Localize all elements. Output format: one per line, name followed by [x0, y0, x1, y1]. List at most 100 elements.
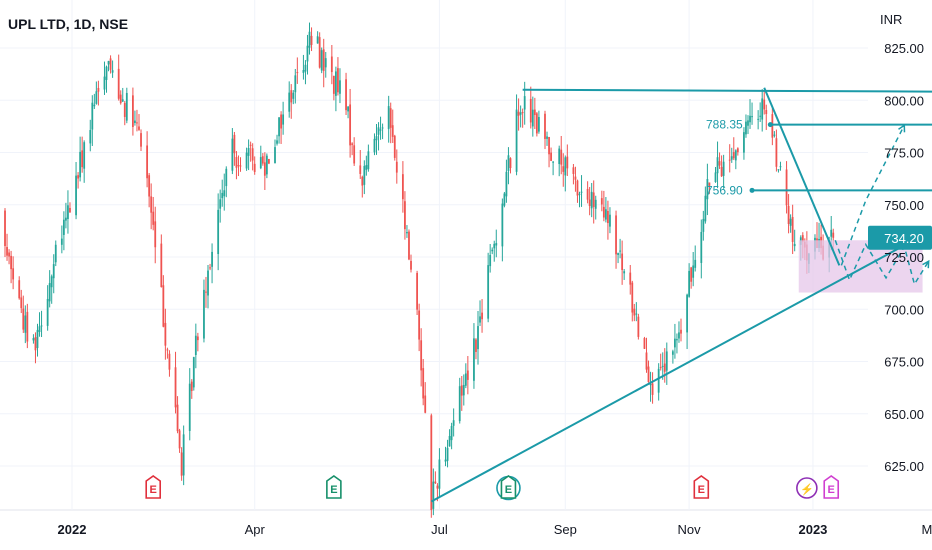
candle-body: [296, 72, 299, 74]
candle-body: [462, 384, 465, 396]
candle-body: [401, 174, 404, 200]
candle-body: [363, 165, 366, 185]
candle-body: [507, 155, 510, 171]
candle-body: [832, 232, 835, 238]
candle-body: [702, 218, 705, 232]
candle-body: [651, 383, 654, 395]
candle-body: [732, 152, 735, 159]
candle-body: [192, 357, 195, 388]
candle-body: [268, 158, 270, 164]
candle-body: [196, 336, 199, 341]
y-tick-label: 750.00: [884, 198, 924, 213]
candle-body: [546, 136, 548, 139]
candle-body: [730, 156, 733, 160]
candle-body: [345, 79, 347, 111]
candle-body: [432, 481, 435, 509]
candle-body: [40, 325, 43, 327]
candle-body: [375, 136, 378, 141]
candle-body: [751, 116, 753, 118]
candle-body: [95, 91, 98, 104]
candle-body: [48, 283, 51, 302]
candle-body: [93, 104, 96, 107]
candle-body: [452, 420, 455, 426]
event-label: E: [698, 484, 705, 496]
candle-body: [140, 133, 142, 147]
candle-body: [387, 106, 390, 130]
x-tick-label: 2022: [58, 522, 87, 537]
candle-body: [535, 113, 538, 134]
candle-body: [475, 339, 477, 352]
drawing-layer[interactable]: 788.35 756.90: [430, 87, 932, 503]
candle-body: [623, 271, 626, 274]
candle-body: [302, 70, 305, 73]
candle-body: [576, 180, 579, 196]
candle-body: [686, 294, 688, 333]
candle-body: [261, 156, 264, 164]
candle-body: [81, 150, 84, 168]
candle-body: [20, 297, 23, 309]
candle-body: [337, 68, 339, 93]
candle-body: [558, 148, 561, 165]
candle-body: [393, 135, 396, 158]
event-label: ⚡: [800, 483, 814, 496]
candle-body: [517, 111, 520, 116]
candle-body: [493, 243, 496, 249]
candle-body: [643, 338, 646, 349]
candle-body: [473, 338, 475, 381]
candle-body: [251, 148, 254, 161]
candle-body: [757, 118, 760, 120]
candle-body: [562, 166, 565, 172]
price-axis[interactable]: 825.00 800.00 775.00 750.00 725.00 700.00 675.…: [868, 41, 932, 474]
candle-body: [734, 150, 737, 161]
candle-body: [665, 351, 668, 371]
candle-body: [146, 145, 149, 179]
candle-body: [444, 459, 447, 462]
event-markers[interactable]: E E E E ⚡ E: [145, 475, 840, 501]
candle-body: [464, 373, 467, 386]
candle-body: [150, 196, 153, 213]
candle-body: [50, 276, 53, 288]
candle-body: [647, 366, 650, 383]
candle-body: [22, 308, 25, 330]
candle-body: [604, 209, 607, 220]
candle-body: [477, 326, 479, 350]
candle-body: [166, 349, 169, 351]
candle-body: [708, 182, 711, 186]
candle-body: [718, 161, 721, 166]
currency-label: INR: [880, 12, 903, 27]
candle-body: [674, 338, 676, 348]
candle-body: [205, 291, 207, 293]
earnings-marker: [693, 475, 710, 499]
candle-body: [745, 121, 747, 135]
candle-body: [600, 198, 603, 205]
candle-body: [180, 452, 183, 476]
candle-body: [649, 384, 652, 386]
candle-body: [245, 152, 248, 169]
candle-body: [36, 329, 39, 349]
symbol-title: UPL LTD, 1D, NSE: [8, 16, 129, 32]
candle-body: [779, 166, 782, 168]
candle-body: [332, 76, 335, 94]
candle-body: [308, 31, 311, 48]
y-tick-label: 675.00: [884, 355, 924, 370]
candle-body: [111, 70, 114, 73]
candle-body: [160, 243, 163, 287]
candle-body: [505, 171, 508, 197]
candle-body: [761, 98, 764, 120]
candle-body: [46, 298, 49, 326]
time-axis[interactable]: 2022AprJulSepNov2023MarJun: [58, 522, 932, 537]
candle-body: [178, 430, 181, 449]
candle-body: [259, 157, 262, 169]
candle-body: [24, 315, 27, 333]
candle-body: [531, 109, 534, 127]
candle-body: [544, 113, 546, 139]
candle-body: [436, 485, 439, 489]
candle-body: [491, 249, 494, 252]
candle-body: [123, 102, 126, 117]
candle-body: [32, 338, 35, 341]
y-tick-label: 800.00: [884, 93, 924, 108]
candle-body: [759, 115, 762, 117]
candle-body: [125, 92, 128, 121]
candle-body: [219, 199, 222, 209]
